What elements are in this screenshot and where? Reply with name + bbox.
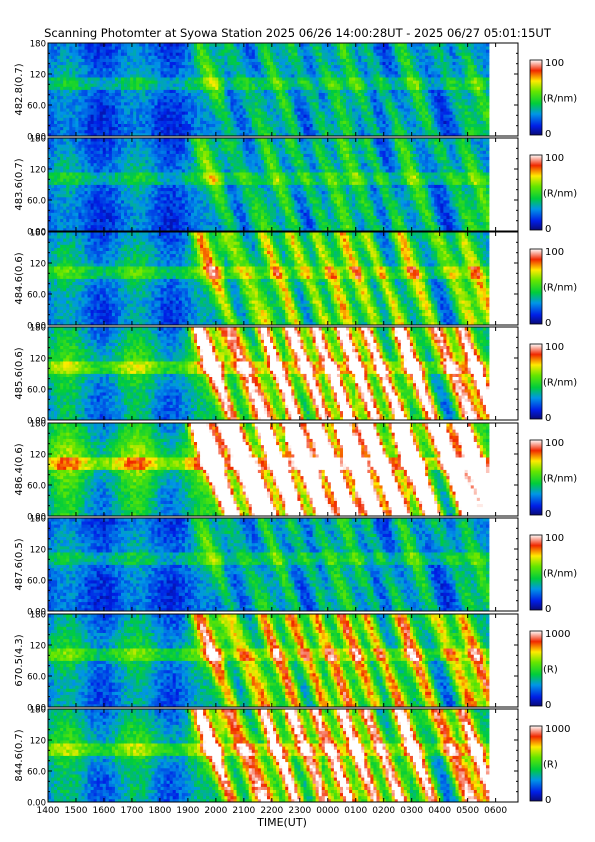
colorbar-max-label: 100 (545, 153, 564, 164)
y-axis-label: 486.4(0.6) (14, 443, 25, 495)
y-tick-label: 180 (30, 135, 46, 145)
colorbar-min-label: 0 (545, 509, 551, 520)
colorbar (530, 726, 542, 801)
y-tick-label: 120 (30, 71, 46, 81)
colorbar-min-label: 0 (545, 700, 551, 711)
y-axis-label: 484.6(0.6) (14, 252, 25, 304)
colorbar-min-label: 0 (545, 129, 551, 140)
y-tick-label: 60.0 (27, 673, 46, 683)
y-axis-label: 844.6(0.7) (14, 729, 25, 781)
x-tick-label: 2000 (204, 806, 227, 816)
colorbar-min-label: 0 (545, 318, 551, 329)
colorbar-unit-label: (R) (543, 665, 558, 676)
y-axis-label: 670.5(4.3) (14, 634, 25, 686)
colorbar (530, 344, 542, 419)
y-tick-label: 120 (30, 737, 46, 747)
colorbar-min-label: 0 (545, 795, 551, 806)
y-tick-label: 180 (30, 40, 46, 50)
y-tick-label: 120 (30, 166, 46, 176)
y-tick-label: 60.0 (27, 102, 46, 112)
y-tick-label: 180 (30, 515, 46, 525)
x-tick-label: 1700 (120, 806, 143, 816)
colorbar-unit-label: (R/nm) (543, 569, 577, 580)
colorbar-max-label: 100 (545, 58, 564, 69)
colorbar-unit-label: (R/nm) (543, 94, 577, 105)
colorbar (530, 631, 542, 706)
x-tick-label: 1600 (92, 806, 115, 816)
colorbar (530, 535, 542, 610)
y-tick-label: 180 (30, 706, 46, 716)
x-tick-label: 1800 (148, 806, 171, 816)
x-tick-label: 0200 (372, 806, 395, 816)
colorbar-min-label: 0 (545, 413, 551, 424)
colorbar-unit-label: (R/nm) (543, 474, 577, 485)
colorbar-max-label: 1000 (545, 629, 570, 640)
colorbar (530, 155, 542, 230)
colorbar-unit-label: (R) (543, 760, 558, 771)
x-tick-label: 1400 (37, 806, 60, 816)
y-tick-label: 60.0 (27, 577, 46, 587)
colorbar (530, 249, 542, 324)
x-tick-label: 2300 (288, 806, 311, 816)
colorbar-max-label: 100 (545, 342, 564, 353)
y-tick-label: 60.0 (27, 386, 46, 396)
x-tick-label: 1900 (176, 806, 199, 816)
x-tick-label: 0100 (344, 806, 367, 816)
y-axis-label: 485.6(0.6) (14, 347, 25, 399)
y-tick-label: 120 (30, 355, 46, 365)
y-tick-label: 60.0 (27, 482, 46, 492)
y-tick-label: 120 (30, 642, 46, 652)
y-tick-label: 60.0 (27, 768, 46, 778)
colorbar-min-label: 0 (545, 224, 551, 235)
x-tick-label: 0500 (456, 806, 479, 816)
x-tick-label: 2100 (232, 806, 255, 816)
y-tick-label: 180 (30, 324, 46, 334)
y-tick-label: 120 (30, 546, 46, 556)
y-axis-label: 487.6(0.5) (14, 538, 25, 590)
colorbar (530, 60, 542, 135)
x-tick-label: 1500 (65, 806, 88, 816)
y-tick-label: 120 (30, 260, 46, 270)
x-tick-label: 0400 (428, 806, 451, 816)
colorbar-max-label: 1000 (545, 724, 570, 735)
colorbar-max-label: 100 (545, 438, 564, 449)
x-tick-label: 0600 (484, 806, 507, 816)
y-axis-label: 483.6(0.7) (14, 158, 25, 210)
y-tick-label: 180 (30, 229, 46, 239)
x-tick-label: 2200 (260, 806, 283, 816)
colorbar-max-label: 100 (545, 247, 564, 258)
y-axis-label: 482.8(0.7) (14, 63, 25, 115)
x-tick-label: 0300 (400, 806, 423, 816)
colorbar-unit-label: (R/nm) (543, 189, 577, 200)
y-tick-label: 60.0 (27, 197, 46, 207)
y-tick-label: 180 (30, 420, 46, 430)
colorbar-unit-label: (R/nm) (543, 283, 577, 294)
colorbar-max-label: 100 (545, 533, 564, 544)
x-tick-label: 0000 (316, 806, 339, 816)
y-tick-label: 180 (30, 611, 46, 621)
colorbar-min-label: 0 (545, 604, 551, 615)
y-tick-label: 60.0 (27, 291, 46, 301)
colorbar-unit-label: (R/nm) (543, 378, 577, 389)
y-tick-label: 120 (30, 451, 46, 461)
x-axis-label: TIME(UT) (256, 816, 307, 829)
colorbar (530, 440, 542, 515)
